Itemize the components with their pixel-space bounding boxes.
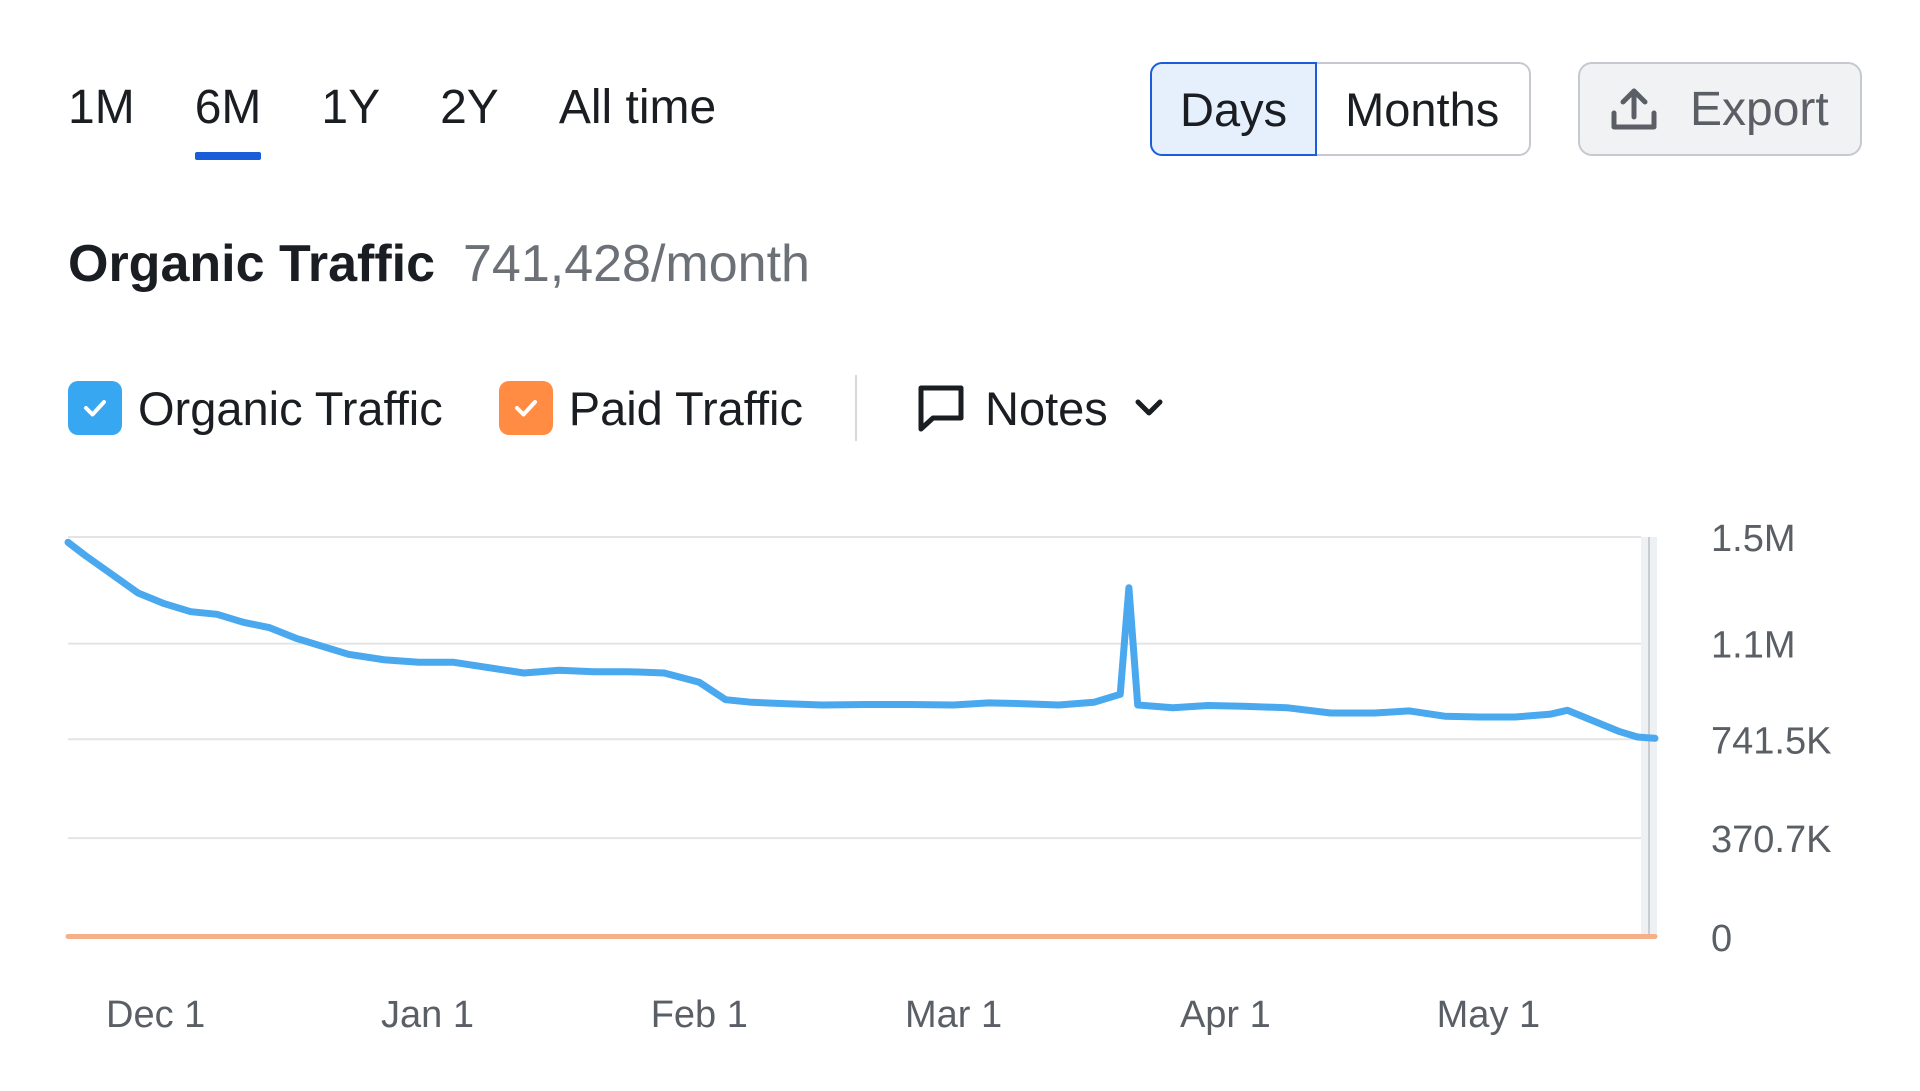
paid-checkbox-icon[interactable] xyxy=(498,381,553,435)
y-tick-label: 741.5K xyxy=(1711,720,1831,762)
x-tick-label: Apr 1 xyxy=(1180,994,1271,1036)
export-button[interactable]: Export xyxy=(1578,62,1862,156)
chart-title: Organic Traffic xyxy=(68,235,435,293)
tab-2y[interactable]: 2Y xyxy=(440,81,499,134)
tab-1m[interactable]: 1M xyxy=(68,81,135,134)
y-tick-label: 0 xyxy=(1711,918,1732,960)
months-button[interactable]: Months xyxy=(1317,62,1532,156)
comment-icon xyxy=(915,382,967,434)
tab-1y[interactable]: 1Y xyxy=(321,81,381,134)
x-tick-label: Jan 1 xyxy=(381,994,474,1036)
y-tick-label: 1.1M xyxy=(1711,625,1795,667)
x-tick-label: Mar 1 xyxy=(905,994,1002,1036)
series-line-organic-traffic xyxy=(64,538,1659,742)
y-tick-label: 370.7K xyxy=(1711,819,1831,861)
legend-divider xyxy=(855,375,857,441)
notes-label: Notes xyxy=(985,381,1108,435)
legend: Organic Traffic Paid Traffic Notes xyxy=(68,375,1168,441)
x-tick-label: Feb 1 xyxy=(651,994,748,1036)
organic-checkbox-icon[interactable] xyxy=(68,381,122,435)
days-button[interactable]: Days xyxy=(1150,62,1318,156)
chart-svg: 0 370.7K 741.5K 1.1M 1.5M Dec 1 Jan 1 Feb 1 Mar … xyxy=(64,518,1831,1036)
legend-label-paid: Paid Traffic xyxy=(568,381,803,435)
legend-label-organic: Organic Traffic xyxy=(138,381,443,435)
x-tick-label: Dec 1 xyxy=(106,994,205,1036)
traffic-chart: 0 370.7K 741.5K 1.1M 1.5M Dec 1 Jan 1 Feb 1 Mar … xyxy=(0,500,1920,1060)
y-tick-label: 1.5M xyxy=(1711,518,1795,560)
chart-heading: Organic Traffic 741,428/month xyxy=(68,234,810,294)
chevron-down-icon xyxy=(1130,389,1168,427)
legend-paid-traffic[interactable]: Paid Traffic xyxy=(498,381,803,436)
x-tick-label: May 1 xyxy=(1437,994,1540,1036)
granularity-toggle: Days Months xyxy=(1150,62,1532,156)
period-tabs: 1M 6M 1Y 2Y All time xyxy=(68,78,776,168)
upload-icon xyxy=(1606,81,1662,137)
traffic-value: 741,428/month xyxy=(463,235,810,293)
tab-all-time[interactable]: All time xyxy=(558,81,717,134)
export-label: Export xyxy=(1690,82,1829,136)
legend-organic-traffic[interactable]: Organic Traffic xyxy=(68,381,443,436)
tab-6m[interactable]: 6M xyxy=(194,78,261,160)
notes-dropdown[interactable]: Notes xyxy=(915,381,1168,436)
